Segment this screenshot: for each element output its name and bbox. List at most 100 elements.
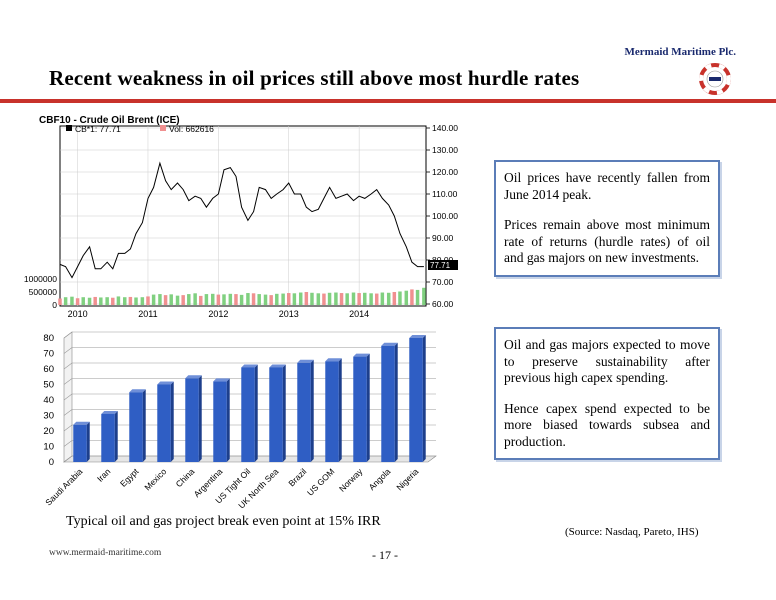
breakeven-bar-chart: 0 10 20 30 40 50 60 70 80 Saudi Arabia Iran Egypt Me… xyxy=(43,331,437,511)
footer-url[interactable]: www.mermaid-maritime.com xyxy=(49,548,162,558)
be-bar xyxy=(297,362,311,462)
be-category-label: Mexico xyxy=(142,466,168,492)
be-bar xyxy=(241,367,255,462)
brent-y-tick-label: 120.00 xyxy=(432,167,458,177)
legend-price-label: CB*1: 77.71 xyxy=(75,124,121,134)
volume-tick-label: 0 xyxy=(52,300,57,310)
volume-bar xyxy=(404,290,409,305)
brent-x-tick-label: 2014 xyxy=(349,309,369,319)
note-text: Prices remain above most minimum rate of… xyxy=(504,217,710,265)
brent-x-tick-label: 2010 xyxy=(68,309,88,319)
be-bar-top xyxy=(353,353,370,357)
be-category-label: Norway xyxy=(337,466,365,494)
volume-bar xyxy=(81,297,85,305)
be-bar-side xyxy=(254,364,258,462)
volume-bar xyxy=(199,295,203,305)
last-value-marker-bg xyxy=(428,260,458,270)
volume-bar xyxy=(70,296,74,305)
volume-bar xyxy=(210,293,215,305)
be-bar-top xyxy=(241,364,258,368)
volume-bar xyxy=(269,295,273,305)
be-bar-side xyxy=(226,378,230,462)
volume-bar xyxy=(251,293,256,305)
be-bar-top xyxy=(297,359,314,363)
volume-bar xyxy=(310,292,314,305)
volume-bar xyxy=(363,292,367,305)
brent-x-tick-label: 2013 xyxy=(279,309,299,319)
be-bar-side xyxy=(86,421,90,462)
legend-volume-swatch xyxy=(160,125,166,131)
volume-bar xyxy=(351,292,356,305)
capex-note-panel: Oil and gas majors expected to move to p… xyxy=(494,327,720,460)
be-category-label: Angola xyxy=(367,466,393,492)
be-bar-top xyxy=(381,342,398,346)
be-bar-top xyxy=(157,381,174,385)
be-category-label: Nigeria xyxy=(394,466,420,492)
be-gridline-side xyxy=(63,362,73,370)
be-category-label: US GOM xyxy=(305,466,336,497)
be-bar xyxy=(409,338,423,462)
volume-tick-label: 1000000 xyxy=(24,274,57,284)
be-bar-side xyxy=(310,359,314,462)
volume-bar xyxy=(298,292,303,305)
be-y-tick-label: 0 xyxy=(49,457,54,468)
volume-bar xyxy=(175,295,180,305)
be-bar-side xyxy=(422,335,426,462)
be-gridline-side xyxy=(63,347,73,354)
volume-tick-label: 500000 xyxy=(29,287,58,297)
be-gridline-side xyxy=(63,331,73,339)
volume-bar xyxy=(246,293,250,305)
volume-bar xyxy=(327,292,332,305)
brent-y-tick-label: 110.00 xyxy=(432,189,458,199)
be-gridline-side xyxy=(63,424,73,432)
be-bar xyxy=(325,361,339,462)
be-bar xyxy=(101,413,115,462)
volume-bar xyxy=(287,293,291,305)
be-category-label: Egypt xyxy=(118,466,141,489)
be-bar-top xyxy=(73,421,90,425)
be-bar-top xyxy=(101,410,118,414)
be-category-label: Saudi Arabia xyxy=(43,466,84,507)
volume-bar xyxy=(339,293,344,305)
brent-price-chart: CBF10 - Crude Oil Brent (ICE) 140.00 130.… xyxy=(24,115,458,319)
volume-bar xyxy=(123,297,127,305)
volume-bar xyxy=(134,297,138,305)
volume-bar xyxy=(222,294,226,305)
volume-bar xyxy=(58,298,62,305)
be-y-tick-label: 50 xyxy=(43,380,54,391)
be-bar xyxy=(129,392,143,462)
volume-bar xyxy=(234,294,238,305)
volume-bar xyxy=(292,293,297,305)
brent-chart-title: CBF10 - Crude Oil Brent (ICE) xyxy=(39,115,180,126)
be-y-tick-label: 10 xyxy=(43,442,54,453)
be-gridline-side xyxy=(63,455,73,463)
volume-bar xyxy=(193,293,197,305)
volume-bar xyxy=(322,293,326,305)
volume-bar xyxy=(357,293,361,305)
oil-price-note-panel: Oil prices have recently fallen from Jun… xyxy=(494,160,720,277)
company-name: Mermaid Maritime Plc. xyxy=(624,46,736,58)
volume-bar xyxy=(169,294,173,305)
last-value-marker: 77.71 xyxy=(430,261,451,270)
be-bar-top xyxy=(269,364,286,368)
volume-bar xyxy=(281,293,285,305)
note-text: Hence capex spend expected to be more bi… xyxy=(504,400,710,449)
volume-bar xyxy=(345,293,349,305)
be-y-tick-label: 20 xyxy=(43,426,54,437)
be-bar-side xyxy=(142,389,146,462)
volume-bar xyxy=(87,297,92,305)
volume-bar xyxy=(410,289,414,305)
be-bar-side xyxy=(198,375,202,462)
volume-bar xyxy=(158,294,162,305)
be-category-label: China xyxy=(174,466,197,489)
brent-y-tick-label: 140.00 xyxy=(432,123,458,133)
volume-bar xyxy=(146,296,150,305)
be-bar-side xyxy=(282,364,286,462)
be-bar-top xyxy=(129,389,146,393)
legend-price-swatch xyxy=(66,125,72,131)
be-y-tick-label: 80 xyxy=(43,333,54,344)
volume-bar xyxy=(275,293,279,305)
volume-bar xyxy=(422,287,426,305)
brent-y-tick-label: 130.00 xyxy=(432,145,458,155)
volume-bar xyxy=(316,293,321,305)
